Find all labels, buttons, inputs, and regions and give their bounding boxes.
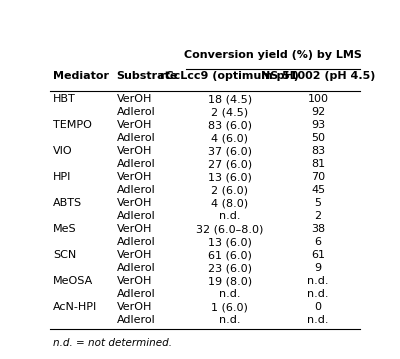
Text: Adlerol: Adlerol bbox=[117, 159, 155, 169]
Text: 61 (6.0): 61 (6.0) bbox=[208, 250, 252, 260]
Text: VerOH: VerOH bbox=[117, 94, 152, 104]
Text: 27 (6.0): 27 (6.0) bbox=[208, 159, 252, 169]
Text: 23 (6.0): 23 (6.0) bbox=[208, 263, 252, 273]
Text: 13 (6.0): 13 (6.0) bbox=[208, 172, 252, 182]
Text: 100: 100 bbox=[308, 94, 329, 104]
Text: 2: 2 bbox=[314, 211, 322, 221]
Text: Adlerol: Adlerol bbox=[117, 211, 155, 221]
Text: Adlerol: Adlerol bbox=[117, 133, 155, 143]
Text: 37 (6.0): 37 (6.0) bbox=[208, 146, 252, 156]
Text: 9: 9 bbox=[314, 263, 322, 273]
Text: 1 (6.0): 1 (6.0) bbox=[211, 302, 248, 312]
Text: 93: 93 bbox=[311, 120, 325, 130]
Text: Adlerol: Adlerol bbox=[117, 263, 155, 273]
Text: TEMPO: TEMPO bbox=[53, 120, 92, 130]
Text: 4 (6.0): 4 (6.0) bbox=[211, 133, 248, 143]
Text: VerOH: VerOH bbox=[117, 120, 152, 130]
Text: 19 (8.0): 19 (8.0) bbox=[208, 276, 252, 286]
Text: Mediator: Mediator bbox=[53, 71, 109, 81]
Text: 13 (6.0): 13 (6.0) bbox=[208, 237, 252, 247]
Text: 50: 50 bbox=[311, 133, 325, 143]
Text: ABTS: ABTS bbox=[53, 198, 82, 208]
Text: n.d.: n.d. bbox=[219, 211, 240, 221]
Text: NS 51002 (pH 4.5): NS 51002 (pH 4.5) bbox=[261, 71, 375, 81]
Text: 2 (6.0): 2 (6.0) bbox=[211, 185, 248, 195]
Text: VerOH: VerOH bbox=[117, 276, 152, 286]
Text: 5: 5 bbox=[315, 198, 322, 208]
Text: rCcLcc9 (optimum pH): rCcLcc9 (optimum pH) bbox=[160, 71, 299, 81]
Text: VerOH: VerOH bbox=[117, 250, 152, 260]
Text: n.d.: n.d. bbox=[219, 289, 240, 299]
Text: 92: 92 bbox=[311, 107, 325, 117]
Text: SCN: SCN bbox=[53, 250, 76, 260]
Text: 83 (6.0): 83 (6.0) bbox=[208, 120, 252, 130]
Text: VIO: VIO bbox=[53, 146, 73, 156]
Text: n.d.: n.d. bbox=[307, 315, 329, 325]
Text: VerOH: VerOH bbox=[117, 302, 152, 312]
Text: MeOSA: MeOSA bbox=[53, 276, 93, 286]
Text: VerOH: VerOH bbox=[117, 146, 152, 156]
Text: VerOH: VerOH bbox=[117, 224, 152, 234]
Text: Adlerol: Adlerol bbox=[117, 107, 155, 117]
Text: AcN-HPI: AcN-HPI bbox=[53, 302, 97, 312]
Text: 45: 45 bbox=[311, 185, 325, 195]
Text: VerOH: VerOH bbox=[117, 198, 152, 208]
Text: Adlerol: Adlerol bbox=[117, 185, 155, 195]
Text: 81: 81 bbox=[311, 159, 325, 169]
Text: 18 (4.5): 18 (4.5) bbox=[208, 94, 252, 104]
Text: 6: 6 bbox=[315, 237, 322, 247]
Text: n.d.: n.d. bbox=[219, 315, 240, 325]
Text: 38: 38 bbox=[311, 224, 325, 234]
Text: n.d.: n.d. bbox=[307, 276, 329, 286]
Text: 32 (6.0–8.0): 32 (6.0–8.0) bbox=[196, 224, 264, 234]
Text: 70: 70 bbox=[311, 172, 325, 182]
Text: HBT: HBT bbox=[53, 94, 76, 104]
Text: 2 (4.5): 2 (4.5) bbox=[211, 107, 248, 117]
Text: HPI: HPI bbox=[53, 172, 72, 182]
Text: n.d.: n.d. bbox=[307, 289, 329, 299]
Text: Adlerol: Adlerol bbox=[117, 289, 155, 299]
Text: Adlerol: Adlerol bbox=[117, 315, 155, 325]
Text: n.d. = not determined.: n.d. = not determined. bbox=[53, 338, 172, 348]
Text: VerOH: VerOH bbox=[117, 172, 152, 182]
Text: 0: 0 bbox=[315, 302, 322, 312]
Text: MeS: MeS bbox=[53, 224, 77, 234]
Text: 4 (8.0): 4 (8.0) bbox=[211, 198, 248, 208]
Text: 83: 83 bbox=[311, 146, 325, 156]
Text: Adlerol: Adlerol bbox=[117, 237, 155, 247]
Text: 61: 61 bbox=[311, 250, 325, 260]
Text: Conversion yield (%) by LMS: Conversion yield (%) by LMS bbox=[184, 50, 362, 60]
Text: Substrate: Substrate bbox=[117, 71, 178, 81]
